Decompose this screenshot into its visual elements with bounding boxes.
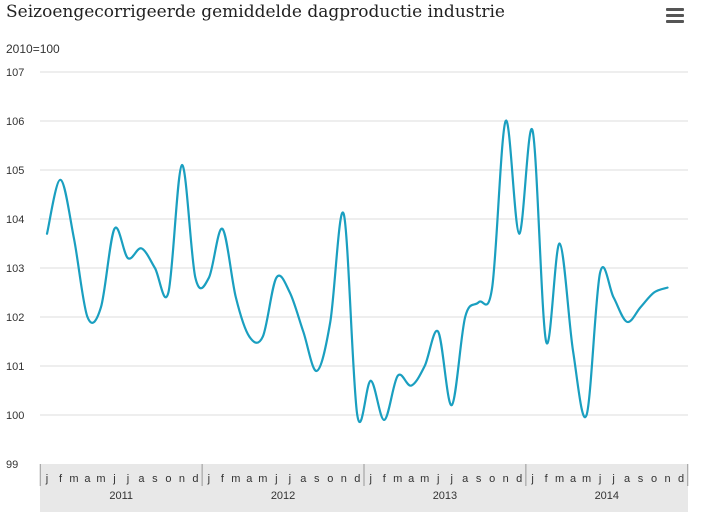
x-tick-label: m bbox=[420, 473, 429, 485]
x-tick-label: d bbox=[192, 473, 198, 485]
x-tick-label: m bbox=[582, 473, 591, 485]
x-tick-label: j bbox=[449, 473, 452, 485]
x-tick-label: d bbox=[678, 473, 684, 485]
x-tick-label: d bbox=[354, 473, 360, 485]
x-tick-label: m bbox=[258, 473, 267, 485]
x-tick-label: a bbox=[300, 473, 307, 485]
x-tick-label: a bbox=[462, 473, 469, 485]
x-tick-label: j bbox=[530, 473, 533, 485]
chart-title: Seizoengecorrigeerde gemiddelde dagprodu… bbox=[6, 2, 505, 22]
year-label: 2012 bbox=[271, 490, 295, 502]
menu-bar bbox=[666, 20, 684, 23]
x-tick-label: s bbox=[152, 473, 158, 485]
x-tick-label: a bbox=[624, 473, 631, 485]
x-tick-label: n bbox=[664, 473, 670, 485]
x-tick-label: n bbox=[341, 473, 347, 485]
x-tick-label: j bbox=[436, 473, 439, 485]
x-tick-label: m bbox=[555, 473, 564, 485]
x-tick-label: m bbox=[231, 473, 240, 485]
x-tick-label: s bbox=[638, 473, 644, 485]
y-tick-label: 104 bbox=[6, 214, 24, 226]
menu-bar bbox=[666, 14, 684, 17]
y-tick-label: 103 bbox=[6, 263, 24, 275]
x-tick-label: j bbox=[126, 473, 129, 485]
y-tick-label: 101 bbox=[6, 361, 24, 373]
year-label: 2014 bbox=[595, 490, 619, 502]
x-tick-label: j bbox=[207, 473, 210, 485]
hamburger-menu-icon[interactable] bbox=[664, 6, 686, 26]
x-tick-label: a bbox=[138, 473, 145, 485]
series-line bbox=[45, 119, 669, 424]
x-tick-label: o bbox=[651, 473, 657, 485]
x-tick-label: m bbox=[69, 473, 78, 485]
year-label: 2013 bbox=[433, 490, 457, 502]
x-tick-label: o bbox=[165, 473, 171, 485]
x-tick-label: d bbox=[516, 473, 522, 485]
y-tick-label: 106 bbox=[6, 116, 24, 128]
x-tick-label: m bbox=[393, 473, 402, 485]
x-tick-label: j bbox=[369, 473, 372, 485]
y-tick-label: 102 bbox=[6, 312, 24, 324]
x-tick-label: s bbox=[476, 473, 482, 485]
x-tick-label: j bbox=[112, 473, 115, 485]
y-tick-label: 107 bbox=[6, 67, 24, 79]
x-tick-label: a bbox=[84, 473, 91, 485]
x-tick-label: s bbox=[314, 473, 320, 485]
x-tick-label: j bbox=[598, 473, 601, 485]
x-tick-label: f bbox=[221, 473, 225, 485]
x-tick-label: a bbox=[408, 473, 415, 485]
y-tick-label: 99 bbox=[6, 459, 18, 471]
x-tick-label: j bbox=[45, 473, 48, 485]
year-label: 2011 bbox=[109, 490, 133, 502]
x-tick-label: m bbox=[96, 473, 105, 485]
y-axis-unit-label: 2010=100 bbox=[6, 42, 60, 56]
y-tick-label: 100 bbox=[6, 410, 24, 422]
x-tick-label: a bbox=[570, 473, 577, 485]
x-tick-label: f bbox=[59, 473, 63, 485]
x-tick-label: n bbox=[179, 473, 185, 485]
y-tick-label: 105 bbox=[6, 165, 24, 177]
x-tick-label: f bbox=[383, 473, 387, 485]
x-tick-label: n bbox=[503, 473, 509, 485]
x-tick-label: j bbox=[288, 473, 291, 485]
x-tick-label: j bbox=[274, 473, 277, 485]
x-tick-label: j bbox=[611, 473, 614, 485]
x-tick-label: o bbox=[327, 473, 333, 485]
x-tick-label: a bbox=[246, 473, 253, 485]
menu-bar bbox=[666, 8, 684, 11]
x-tick-label: o bbox=[489, 473, 495, 485]
x-tick-label: f bbox=[545, 473, 549, 485]
